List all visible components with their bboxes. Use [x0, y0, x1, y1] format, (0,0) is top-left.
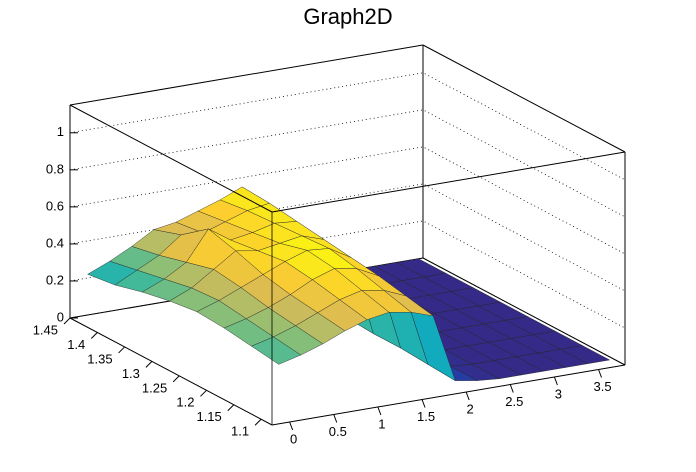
grid-line [69, 109, 626, 218]
box-edge [271, 151, 626, 213]
x-tick [509, 384, 514, 393]
x-tick-label: 2.5 [505, 394, 523, 409]
grid-line [69, 72, 626, 181]
z-tick-label: 0 [57, 309, 64, 324]
y-axis [69, 317, 273, 426]
y-tick-label: 1.35 [87, 351, 112, 366]
x-tick [421, 399, 426, 408]
y-tick [90, 332, 98, 339]
y-tick [227, 404, 235, 412]
box-edge [69, 104, 273, 213]
chart-title: Graph2D [303, 4, 392, 29]
y-tick [63, 317, 71, 325]
z-tick-label: 1 [57, 124, 64, 139]
y-tick-label: 1.3 [122, 366, 140, 381]
y-tick [254, 418, 262, 426]
y-tick [200, 389, 207, 397]
x-tick-label: 1 [378, 416, 385, 431]
y-tick-label: 1.25 [142, 380, 167, 395]
x-tick-label: 0.5 [329, 424, 347, 439]
y-tick [172, 375, 180, 383]
x-tick [333, 414, 338, 423]
z-tick-label: 0.6 [46, 198, 64, 213]
x-tick [553, 376, 558, 386]
y-tick-label: 1.4 [67, 337, 85, 352]
x-tick-label: 0 [290, 431, 297, 446]
z-tick-label: 0.2 [46, 272, 64, 287]
surface-cell [251, 336, 302, 365]
x-tick [289, 421, 294, 431]
y-tick [118, 346, 125, 354]
x-tick [377, 406, 382, 416]
x-tick [598, 369, 602, 378]
x-tick-label: 2 [467, 401, 474, 416]
x-tick-label: 3 [555, 386, 562, 401]
y-tick [145, 361, 153, 368]
y-tick-label: 1.45 [33, 322, 58, 337]
z-tick-label: 0.4 [46, 235, 64, 250]
box-edge [69, 44, 424, 106]
z-tick-label: 0.8 [46, 161, 64, 176]
y-tick-label: 1.1 [231, 424, 249, 439]
x-tick [465, 391, 470, 401]
box-edge [422, 44, 626, 153]
x-axis [271, 364, 626, 426]
y-tick-label: 1.15 [196, 409, 221, 424]
x-tick-label: 1.5 [417, 409, 435, 424]
y-tick-label: 1.2 [176, 395, 194, 410]
x-tick-label: 3.5 [593, 379, 611, 394]
